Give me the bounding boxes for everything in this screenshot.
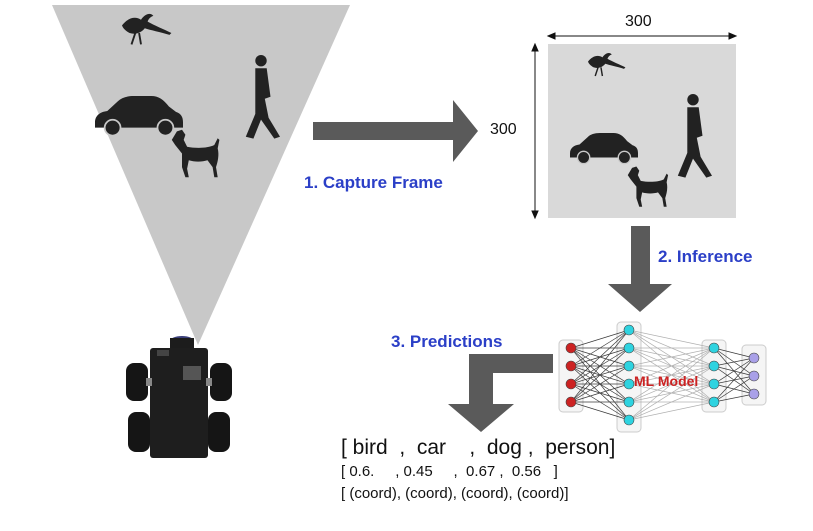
nn-edge [713, 357, 755, 385]
nn-edge [570, 329, 630, 403]
nn-edge [713, 347, 755, 359]
step-capture-label: 1. Capture Frame [304, 173, 443, 192]
nn-node [623, 396, 635, 408]
prediction-scores: [ 0.6. , 0.45 , 0.67 , 0.56 ] [341, 463, 558, 480]
nn-edge [570, 383, 630, 403]
nn-node [565, 378, 577, 390]
nn-edge [570, 347, 630, 403]
nn-edge [628, 347, 715, 421]
nn-node [708, 396, 720, 408]
prediction-labels: [ bird , car , dog , person] [341, 436, 616, 459]
step-inference-label: 2. Inference [658, 247, 753, 266]
nn-edge [628, 383, 715, 421]
nn-node [565, 396, 577, 408]
nn-edge [628, 365, 715, 421]
nn-edge [713, 357, 755, 403]
nn-node [748, 370, 760, 382]
capture-arrow [313, 100, 478, 162]
nn-edge [628, 329, 715, 349]
nn-edge [570, 401, 630, 421]
nn-node [708, 378, 720, 390]
nn-edge [628, 347, 715, 403]
step-predictions-label: 3. Predictions [391, 332, 503, 351]
nn-node [748, 352, 760, 364]
nn-node [708, 360, 720, 372]
frame-height-label: 300 [490, 121, 517, 138]
nn-edge [628, 347, 715, 367]
nn-node [623, 342, 635, 354]
nn-edge [570, 329, 630, 367]
nn-node [623, 378, 635, 390]
nn-node [623, 324, 635, 336]
nn-edge [628, 347, 715, 385]
height-dimension-arrow [531, 42, 539, 220]
nn-edge [628, 401, 715, 421]
ml-model-label: ML Model [634, 373, 698, 389]
nn-node [623, 414, 635, 426]
nn-node [748, 388, 760, 400]
nn-node [623, 360, 635, 372]
ml-model-network [558, 321, 767, 433]
nn-edge [570, 329, 630, 385]
predictions-arrow [448, 354, 553, 432]
camera-field-of-view [52, 5, 350, 345]
nn-node [565, 360, 577, 372]
prediction-boxes: [ (coord), (coord), (coord), (coord)] [341, 485, 569, 502]
inference-arrow [608, 226, 672, 312]
nn-edge [570, 365, 630, 403]
frame-width-label: 300 [625, 13, 652, 30]
robot-icon [126, 336, 232, 458]
nn-node [708, 342, 720, 354]
nn-edge [713, 357, 755, 367]
nn-edge [713, 393, 755, 403]
width-dimension-arrow [546, 32, 738, 40]
nn-edge [713, 375, 755, 403]
nn-node [565, 342, 577, 354]
nn-edge [570, 329, 630, 349]
